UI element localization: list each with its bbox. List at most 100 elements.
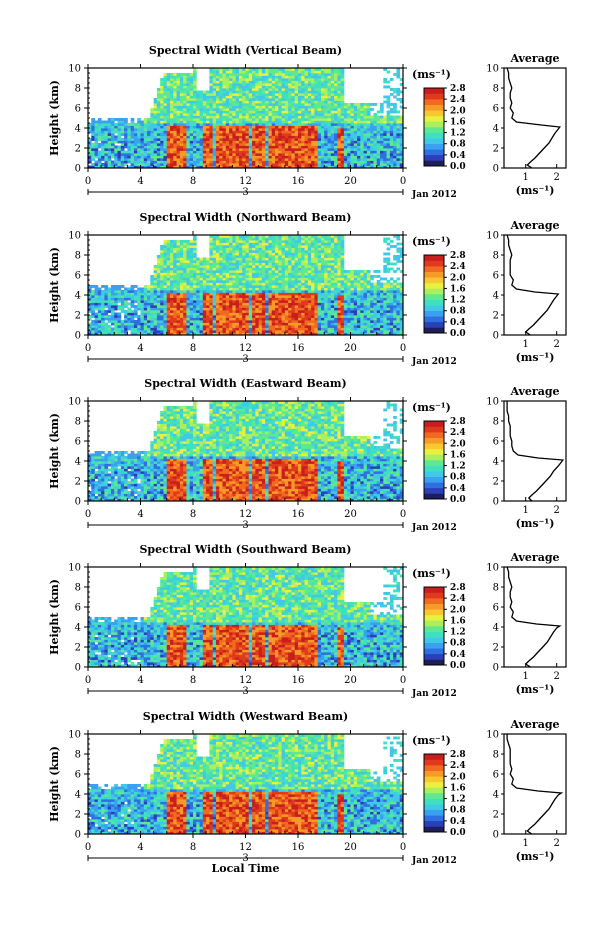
heatmap-cell (327, 80, 332, 84)
heatmap-cell (334, 140, 338, 144)
heatmap-cell (130, 317, 135, 321)
heatmap-cell (298, 80, 302, 84)
heatmap-cell (150, 165, 155, 169)
heatmap-cell (324, 118, 328, 121)
heatmap-cell (193, 270, 197, 273)
heatmap-cell (248, 252, 253, 256)
heatmap-cell (137, 325, 141, 328)
heatmap-cell (183, 163, 187, 166)
heatmap-cell (173, 255, 177, 258)
heatmap-cell (193, 145, 197, 149)
heatmap-cell (209, 307, 214, 311)
heatmap-cell (88, 322, 92, 326)
heatmap-cell (278, 138, 282, 141)
heatmap-cell (271, 113, 276, 116)
heatmap-cell (288, 75, 292, 79)
heatmap-cell (271, 282, 276, 286)
heatmap-cell (225, 120, 230, 124)
heatmap-cell (265, 250, 269, 253)
heatmap-cell (94, 148, 99, 151)
heatmap-cell (298, 88, 302, 91)
heatmap-cell (225, 327, 230, 331)
heatmap-cell (268, 93, 273, 96)
heatmap-cell (193, 85, 197, 89)
heatmap-cell (196, 270, 200, 273)
heatmap-cell (370, 123, 374, 126)
heatmap-cell (183, 332, 187, 336)
heatmap-cell (268, 255, 273, 258)
heatmap-cell (278, 93, 282, 96)
heatmap-cell (137, 125, 141, 129)
heatmap-cell (212, 145, 217, 149)
heatmap-cell (353, 125, 358, 129)
heatmap-cell (242, 327, 246, 331)
heatmap-cell (101, 158, 105, 161)
heatmap-cell (160, 250, 164, 253)
heatmap-cell (235, 307, 240, 311)
heatmap-cell (107, 297, 112, 301)
heatmap-cell (229, 158, 233, 161)
heatmap-cell (324, 93, 328, 96)
heatmap-cell (170, 85, 174, 89)
heatmap-cell (265, 280, 269, 283)
heatmap-cell (307, 158, 312, 161)
heatmap-cell (176, 302, 181, 306)
heatmap-cell (265, 255, 269, 258)
heatmap-cell (248, 120, 253, 124)
heatmap-cell (215, 252, 220, 256)
heatmap-cell (199, 302, 204, 306)
heatmap-cell (334, 70, 338, 74)
heatmap-cell (186, 80, 191, 84)
heatmap-cell (114, 160, 118, 164)
heatmap-cell (373, 153, 378, 156)
heatmap-cell (130, 150, 135, 154)
heatmap-cell (206, 325, 210, 328)
heatmap-cell (186, 287, 191, 291)
heatmap-cell (255, 295, 260, 298)
heatmap-cell (97, 295, 102, 298)
heatmap-cell (94, 317, 99, 321)
heatmap-cell (173, 105, 177, 109)
heatmap-cell (242, 237, 246, 241)
heatmap-cell (156, 118, 161, 121)
heatmap-cell (215, 80, 220, 84)
heatmap-cell (301, 135, 305, 139)
heatmap-cell (298, 163, 302, 166)
heatmap-cell (166, 128, 171, 131)
heatmap-cell (275, 140, 279, 144)
heatmap-cell (104, 148, 109, 151)
heatmap-cell (130, 125, 135, 129)
heatmap-cell (150, 310, 155, 313)
heatmap-cell (153, 322, 158, 326)
heatmap-cell (396, 138, 401, 141)
heatmap-cell (238, 95, 243, 99)
colorbar-tick-label: 2.8 (450, 84, 466, 94)
heatmap-cell (258, 315, 263, 318)
heatmap-cell (153, 330, 158, 333)
heatmap-cell (143, 118, 148, 121)
heatmap-cell (261, 237, 266, 241)
heatmap-cell (334, 123, 338, 126)
heatmap-cell (278, 163, 282, 166)
heatmap-cell (245, 68, 250, 71)
heatmap-cell (110, 287, 115, 291)
heatmap-cell (94, 305, 99, 308)
heatmap-cell (196, 282, 200, 286)
heatmap-cell (156, 280, 161, 283)
heatmap-cell (170, 108, 174, 111)
heatmap-cell (163, 322, 168, 326)
heatmap-cell (225, 257, 230, 261)
heatmap-cell (291, 80, 296, 84)
heatmap-cell (156, 100, 161, 104)
colorbar-unit: (ms⁻¹) (412, 68, 451, 81)
heatmap-cell (258, 330, 263, 333)
heatmap-cell (248, 73, 253, 76)
heatmap-cell (140, 155, 145, 159)
heatmap-cell (196, 155, 200, 159)
heatmap-cell (170, 252, 174, 256)
heatmap-cell (242, 300, 246, 303)
heatmap-cell (225, 290, 230, 293)
heatmap-cell (235, 148, 240, 151)
heatmap-cell (298, 128, 302, 131)
heatmap-cell (189, 295, 194, 298)
